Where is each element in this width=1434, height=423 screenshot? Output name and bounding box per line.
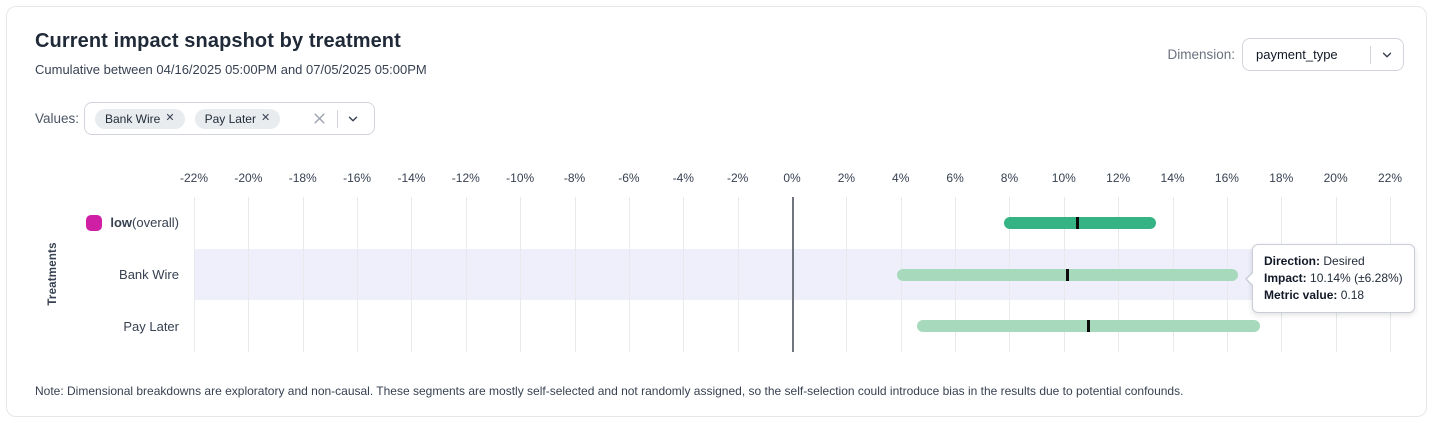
x-axis-tick-label: 10% [1051,171,1076,185]
gridline [574,197,576,352]
chips-container: Bank Wire ✕ Pay Later ✕ [95,108,290,129]
date-range-subtitle: Cumulative between 04/16/2025 05:00PM an… [35,62,427,77]
chip-remove-icon[interactable]: ✕ [260,112,271,124]
tooltip-impact: Impact: 10.14% (±6.28%) [1264,271,1403,285]
divider [337,109,339,128]
chip-label: Bank Wire [105,111,161,126]
x-axis-tick-label: -4% [672,171,694,185]
gridline [302,197,304,352]
x-axis-tick-label: -16% [343,171,372,185]
impact-snapshot-card: Current impact snapshot by treatment Cum… [6,6,1427,417]
x-axis-tick-label: 18% [1269,171,1294,185]
clear-all-icon[interactable] [312,111,327,126]
filter-chip[interactable]: Bank Wire ✕ [95,108,185,129]
gridline [248,197,250,352]
row-labels-column: low (overall) Bank Wire Pay Later [35,197,179,352]
chevron-down-icon [1371,39,1403,70]
zero-line [792,197,794,352]
values-multiselect[interactable]: Bank Wire ✕ Pay Later ✕ [84,102,376,135]
impact-range-bar[interactable] [1004,216,1157,229]
x-axis-tick-label: 8% [1000,171,1019,185]
treatment-row-label: Bank Wire [119,267,179,282]
x-axis-tick-label: 4% [892,171,910,185]
impact-point-marker [1066,268,1070,281]
x-axis-tick-label: -20% [234,171,263,185]
treatment-row-label: Pay Later [123,318,179,334]
x-axis-tick-label: 0% [783,171,801,185]
x-axis-tick-label: -2% [726,171,749,185]
x-axis-tick-label: -10% [506,171,535,185]
chart-plot-area [194,197,1391,352]
divider [1370,45,1371,64]
gridline [737,197,739,352]
x-axis-tick-label: 6% [946,171,964,185]
tooltip-direction: Direction: Desired [1264,254,1365,268]
x-axis-tick-label: 22% [1377,171,1403,185]
values-label: Values: [35,111,80,126]
footnote: Note: Dimensional breakdowns are explora… [35,384,1184,398]
x-axis-tick-label: 12% [1106,171,1131,185]
x-axis-tick-label: -22% [179,171,209,185]
gridline [846,197,848,352]
x-axis-tick-label: 20% [1323,171,1348,185]
gridline [357,197,359,352]
gridline [465,197,467,352]
x-axis-tick-label: 2% [837,171,856,185]
gridline [411,197,413,352]
x-axis-tick-label: -18% [288,171,317,185]
impact-point-marker [1086,320,1090,333]
dimension-label: Dimension: [1167,47,1235,62]
tooltip-metric: Metric value: 0.18 [1264,288,1365,302]
x-axis-tick-label: 16% [1214,171,1239,185]
impact-point-marker [1075,216,1079,229]
x-axis-tick-label: -6% [618,171,640,185]
x-axis-tick-label: -12% [451,171,480,185]
treatment-row-label: low (overall) [35,213,179,233]
gridline [683,197,685,352]
page-title: Current impact snapshot by treatment [35,30,401,52]
filter-chip[interactable]: Pay Later ✕ [194,108,281,129]
x-axis-tick-label: 14% [1160,171,1185,185]
chevron-down-icon[interactable] [338,112,368,126]
x-axis-tick-label: -8% [563,171,586,185]
legend-swatch [86,214,103,231]
x-axis-tick-label: -14% [397,171,426,185]
chip-remove-icon[interactable]: ✕ [165,112,175,124]
gridline [520,197,522,352]
gridline [628,197,630,352]
tooltip: Direction: Desired Impact: 10.14% (±6.28… [1252,244,1415,313]
dimension-select[interactable]: payment_type [1242,38,1404,71]
dimension-selected-value: payment_type [1256,47,1338,62]
chip-label: Pay Later [204,111,256,126]
gridline [194,197,195,352]
